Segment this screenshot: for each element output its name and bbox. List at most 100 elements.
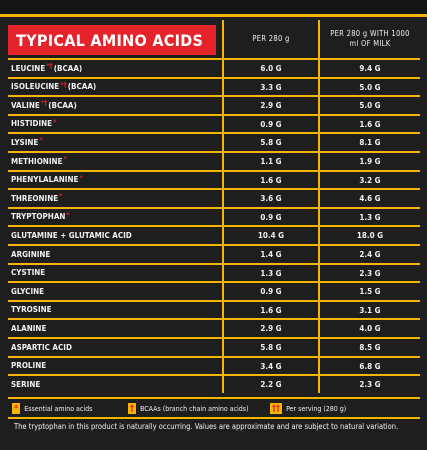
amino-acid-name: GLYCINE (11, 286, 45, 296)
amino-acid-name: LEUCINE (11, 63, 46, 73)
with-milk-value: 2.3 G (318, 376, 420, 394)
with-milk-value: 8.1 G (318, 134, 420, 152)
table-row: PHENYLALANINE * 1.6 G 3.2 G (8, 169, 420, 189)
amino-acid-cell: GLYCINE (11, 283, 219, 299)
amino-acid-cell: THREONINE * (11, 190, 219, 206)
per-280g-value: 5.8 G (222, 134, 318, 152)
amino-acid-cell: METHIONINE * (11, 153, 219, 169)
per-280g-value: 0.9 G (222, 115, 318, 133)
amino-acid-cell: SERINE (11, 376, 219, 392)
legend-symbol: * (12, 403, 21, 414)
amino-acid-marks: * (63, 155, 67, 163)
amino-acid-cell: HISTIDINE * (11, 116, 219, 132)
with-milk-value: 3.2 G (318, 171, 420, 189)
table-row: SERINE 2.2 G 2.3 G (8, 374, 420, 394)
per-280g-value: 2.9 G (222, 97, 318, 115)
amino-acid-name: CYSTINE (11, 268, 46, 278)
legend-symbol: †† (270, 403, 283, 414)
per-280g-value: 10.4 G (222, 227, 318, 245)
per-280g-value: 0.9 G (222, 208, 318, 226)
amino-acid-marks: * (79, 173, 83, 182)
with-milk-value: 1.9 G (318, 153, 420, 170)
table-row: LYSINE * 5.8 G 8.1 G (8, 132, 420, 152)
per-280g-value: 1.3 G (222, 264, 318, 282)
with-milk-value: 6.8 G (318, 357, 420, 375)
per-280g-value: 5.8 G (222, 339, 318, 356)
amino-acid-name: TYROSINE (11, 305, 52, 315)
per-280g-value: 1.1 G (222, 153, 318, 170)
amino-acid-note: (BCAA) (53, 63, 83, 73)
amino-acid-name: PHENYLALANINE (11, 175, 79, 185)
amino-acid-name: GLUTAMINE + GLUTAMIC ACID (11, 230, 132, 240)
with-milk-value: 8.5 G (318, 339, 420, 356)
with-milk-value: 18.0 G (318, 227, 420, 245)
per-280g-value: 2.2 G (222, 376, 318, 394)
amino-acid-name: THREONINE (11, 193, 59, 203)
per-280g-value: 1.6 G (222, 301, 318, 319)
table-row: ISOLEUCINE *† (BCAA) 3.3 G 5.0 G (8, 76, 420, 96)
amino-acid-name: HISTIDINE (11, 119, 53, 129)
amino-acid-marks: * (53, 117, 57, 126)
legend-text: Essential amino acids (24, 404, 93, 413)
with-milk-value: 9.4 G (318, 60, 420, 77)
legend-item: * Essential amino acids (12, 403, 92, 414)
with-milk-value: 4.6 G (318, 190, 420, 208)
top-strip (0, 0, 427, 17)
with-milk-value: 2.4 G (318, 246, 420, 263)
amino-acid-cell: ARGININE (11, 246, 219, 262)
amino-acid-name: ALANINE (11, 323, 47, 333)
table-row: THREONINE * 3.6 G 4.6 G (8, 188, 420, 208)
per-280g-value: 3.3 G (222, 78, 318, 96)
with-milk-value: 5.0 G (318, 78, 420, 96)
with-milk-value: 1.6 G (318, 115, 420, 133)
amino-acid-cell: ISOLEUCINE *† (BCAA) (11, 79, 219, 95)
amino-acid-marks: * (66, 210, 70, 219)
with-milk-value: 1.3 G (318, 208, 420, 226)
amino-acid-name: METHIONINE (11, 156, 63, 166)
with-milk-value: 4.0 G (318, 320, 420, 338)
legend-item: † BCAAs (branch chain amino acids) (128, 403, 249, 414)
with-milk-value: 1.5 G (318, 283, 420, 301)
with-milk-value: 5.0 G (318, 97, 420, 115)
amino-acid-cell: CYSTINE (11, 265, 219, 281)
table-row: CYSTINE 1.3 G 2.3 G (8, 262, 420, 282)
table-row: HISTIDINE * 0.9 G 1.6 G (8, 113, 420, 133)
table-row: ARGININE 1.4 G 2.4 G (8, 244, 420, 263)
table-row: LEUCINE *† (BCAA) 6.0 G 9.4 G (8, 58, 420, 77)
per-280g-value: 1.4 G (222, 246, 318, 263)
per-280g-value: 3.4 G (222, 357, 318, 375)
table-row: GLUTAMINE + GLUTAMIC ACID 10.4 G 18.0 G (8, 225, 420, 245)
table-row: TYROSINE 1.6 G 3.1 G (8, 299, 420, 319)
per-280g-value: 0.9 G (222, 283, 318, 301)
amino-acid-cell: VALINE *† (BCAA) (11, 97, 219, 113)
amino-acid-cell: PHENYLALANINE * (11, 172, 219, 188)
table-row: GLYCINE 0.9 G 1.5 G (8, 281, 420, 301)
legend-text: BCAAs (branch chain amino acids) (140, 404, 249, 413)
amino-acid-cell: LEUCINE *† (BCAA) (11, 60, 219, 76)
amino-acid-name: ARGININE (11, 249, 51, 259)
amino-acid-cell: ALANINE (11, 320, 219, 336)
table-row: VALINE *† (BCAA) 2.9 G 5.0 G (8, 95, 420, 115)
table-row: METHIONINE * 1.1 G 1.9 G (8, 151, 420, 170)
amino-acid-marks: *† (40, 99, 48, 108)
amino-acid-name: LYSINE (11, 137, 39, 147)
legend-text: Per serving (280 g) (286, 404, 347, 413)
amino-acid-marks: * (39, 136, 43, 145)
amino-acid-cell: PROLINE (11, 358, 219, 374)
per-280g-value: 3.6 G (222, 190, 318, 208)
table-row: TRYPTOPHAN * 0.9 G 1.3 G (8, 206, 420, 226)
table-title: TYPICAL AMINO ACIDS (8, 25, 216, 55)
legend-item: †† Per serving (280 g) (270, 403, 346, 414)
amino-acid-note: (BCAA) (48, 100, 77, 110)
legend-symbol: † (128, 403, 137, 414)
with-milk-value: 3.1 G (318, 301, 420, 319)
footnote: The tryptophan in this product is natura… (14, 422, 399, 431)
amino-acid-marks: * (59, 192, 63, 201)
amino-acid-name: VALINE (11, 100, 40, 110)
amino-acid-name: ASPARTIC ACID (11, 342, 72, 352)
amino-acid-cell: TRYPTOPHAN * (11, 209, 219, 225)
table-row: PROLINE 3.4 G 6.8 G (8, 355, 420, 375)
with-milk-value: 2.3 G (318, 264, 420, 282)
amino-acid-cell: LYSINE * (11, 134, 219, 150)
